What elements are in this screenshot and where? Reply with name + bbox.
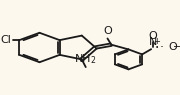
- Text: O: O: [168, 42, 177, 52]
- Text: ·: ·: [160, 41, 164, 54]
- Text: N: N: [149, 37, 158, 48]
- Text: +: +: [153, 37, 159, 46]
- Text: −: −: [173, 42, 180, 52]
- Text: Cl: Cl: [0, 35, 11, 45]
- Text: O: O: [104, 26, 113, 36]
- Text: NH$_2$: NH$_2$: [75, 52, 97, 66]
- Text: O: O: [148, 31, 157, 41]
